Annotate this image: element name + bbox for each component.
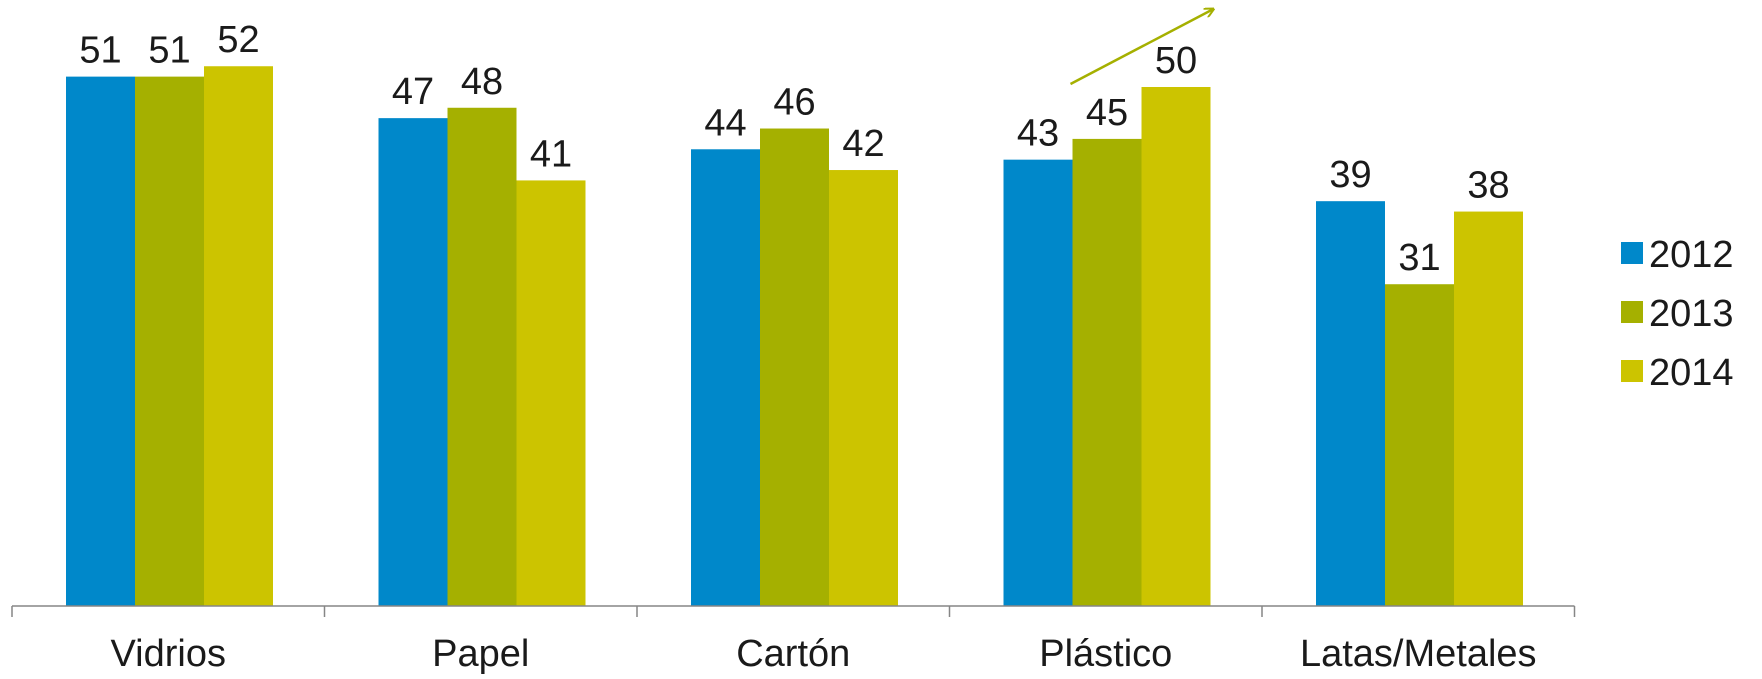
data-label-carton-2014: 42	[842, 123, 884, 165]
data-label-latas-metales-2014: 38	[1467, 165, 1509, 207]
data-label-carton-2013: 46	[773, 82, 815, 124]
data-label-vidrios-2013: 51	[148, 30, 190, 72]
data-label-latas-metales-2012: 39	[1329, 154, 1371, 196]
legend-swatch-2013	[1621, 301, 1643, 323]
data-labels-layer: 51 51 52 47 48 41 44 46 42 43 45 50 39 31 38	[79, 19, 1509, 279]
bar-carton-2013	[760, 128, 829, 606]
bar-carton-2014	[829, 170, 898, 607]
bar-carton-2012	[691, 149, 760, 606]
data-label-vidrios-2014: 52	[217, 19, 259, 61]
trend-arrow-plastico	[1069, 9, 1214, 86]
bar-latas-metales-2012	[1316, 201, 1385, 606]
legend-label-2012: 2012	[1649, 234, 1734, 276]
bar-papel-2013	[447, 107, 517, 606]
data-label-carton-2012: 44	[704, 102, 746, 144]
legend-label-2013: 2013	[1649, 293, 1734, 335]
data-label-papel-2013: 48	[461, 61, 503, 103]
data-label-latas-metales-2013: 31	[1398, 237, 1440, 279]
legend: 2012 2013 2014	[1621, 234, 1734, 394]
legend-label-2014: 2014	[1649, 352, 1734, 394]
bar-vidrios-2014	[204, 66, 273, 607]
bar-latas-metales-2013	[1385, 284, 1454, 606]
data-label-vidrios-2012: 51	[79, 30, 121, 72]
data-label-papel-2014: 41	[530, 133, 572, 175]
legend-swatch-2012	[1621, 242, 1643, 264]
data-label-plastico-2014: 50	[1155, 40, 1197, 82]
bars-layer	[66, 66, 1523, 607]
data-label-plastico-2012: 43	[1017, 113, 1059, 155]
x-tick-label-plastico: Plástico	[1039, 633, 1172, 675]
data-label-papel-2012: 47	[392, 71, 434, 113]
annotations-layer	[1069, 9, 1214, 86]
bar-plastico-2013	[1072, 138, 1142, 606]
data-label-plastico-2013: 45	[1086, 92, 1128, 134]
x-tick-label-vidrios: Vidrios	[111, 633, 226, 675]
x-tick-label-papel: Papel	[432, 633, 529, 675]
bar-vidrios-2012	[66, 76, 135, 607]
x-tick-label-carton: Cartón	[736, 633, 850, 675]
bar-plastico-2014	[1141, 87, 1211, 606]
bar-latas-metales-2014	[1454, 211, 1523, 606]
bar-plastico-2012	[1003, 159, 1073, 606]
bar-vidrios-2013	[135, 76, 204, 607]
bar-papel-2014	[516, 180, 586, 607]
x-axis: Vidrios Papel Cartón Plástico Latas/Metales	[11, 605, 1576, 675]
bar-papel-2012	[378, 118, 448, 606]
legend-swatch-2014	[1621, 360, 1643, 382]
x-tick-label-latas-metales: Latas/Metales	[1300, 633, 1537, 675]
